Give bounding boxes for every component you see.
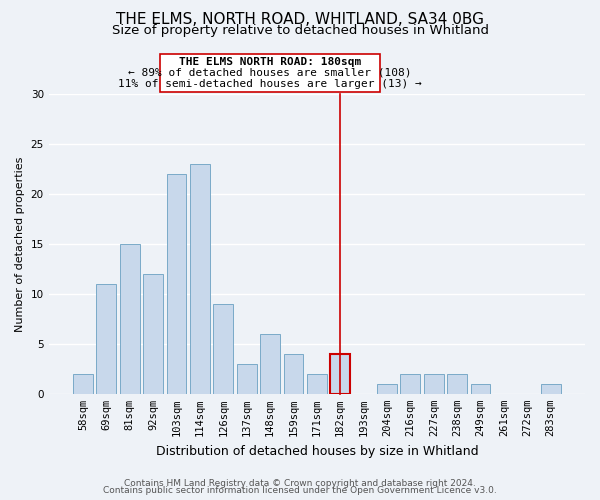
Bar <box>330 354 350 394</box>
Text: ← 89% of detached houses are smaller (108): ← 89% of detached houses are smaller (10… <box>128 68 412 78</box>
Bar <box>424 374 443 394</box>
Bar <box>237 364 257 394</box>
Text: THE ELMS, NORTH ROAD, WHITLAND, SA34 0BG: THE ELMS, NORTH ROAD, WHITLAND, SA34 0BG <box>116 12 484 28</box>
X-axis label: Distribution of detached houses by size in Whitland: Distribution of detached houses by size … <box>155 444 478 458</box>
Bar <box>73 374 93 394</box>
FancyBboxPatch shape <box>160 54 380 92</box>
Bar <box>377 384 397 394</box>
Bar <box>214 304 233 394</box>
Bar <box>284 354 304 394</box>
Bar <box>167 174 187 394</box>
Bar <box>541 384 560 394</box>
Text: 11% of semi-detached houses are larger (13) →: 11% of semi-detached houses are larger (… <box>118 79 422 89</box>
Bar <box>97 284 116 394</box>
Text: Contains HM Land Registry data © Crown copyright and database right 2024.: Contains HM Land Registry data © Crown c… <box>124 478 476 488</box>
Text: Size of property relative to detached houses in Whitland: Size of property relative to detached ho… <box>112 24 488 37</box>
Y-axis label: Number of detached properties: Number of detached properties <box>15 156 25 332</box>
Bar <box>190 164 210 394</box>
Bar <box>307 374 327 394</box>
Text: Contains public sector information licensed under the Open Government Licence v3: Contains public sector information licen… <box>103 486 497 495</box>
Bar <box>400 374 421 394</box>
Bar <box>447 374 467 394</box>
Bar <box>143 274 163 394</box>
Bar <box>120 244 140 394</box>
Bar <box>470 384 490 394</box>
Text: THE ELMS NORTH ROAD: 180sqm: THE ELMS NORTH ROAD: 180sqm <box>179 57 361 67</box>
Bar <box>260 334 280 394</box>
